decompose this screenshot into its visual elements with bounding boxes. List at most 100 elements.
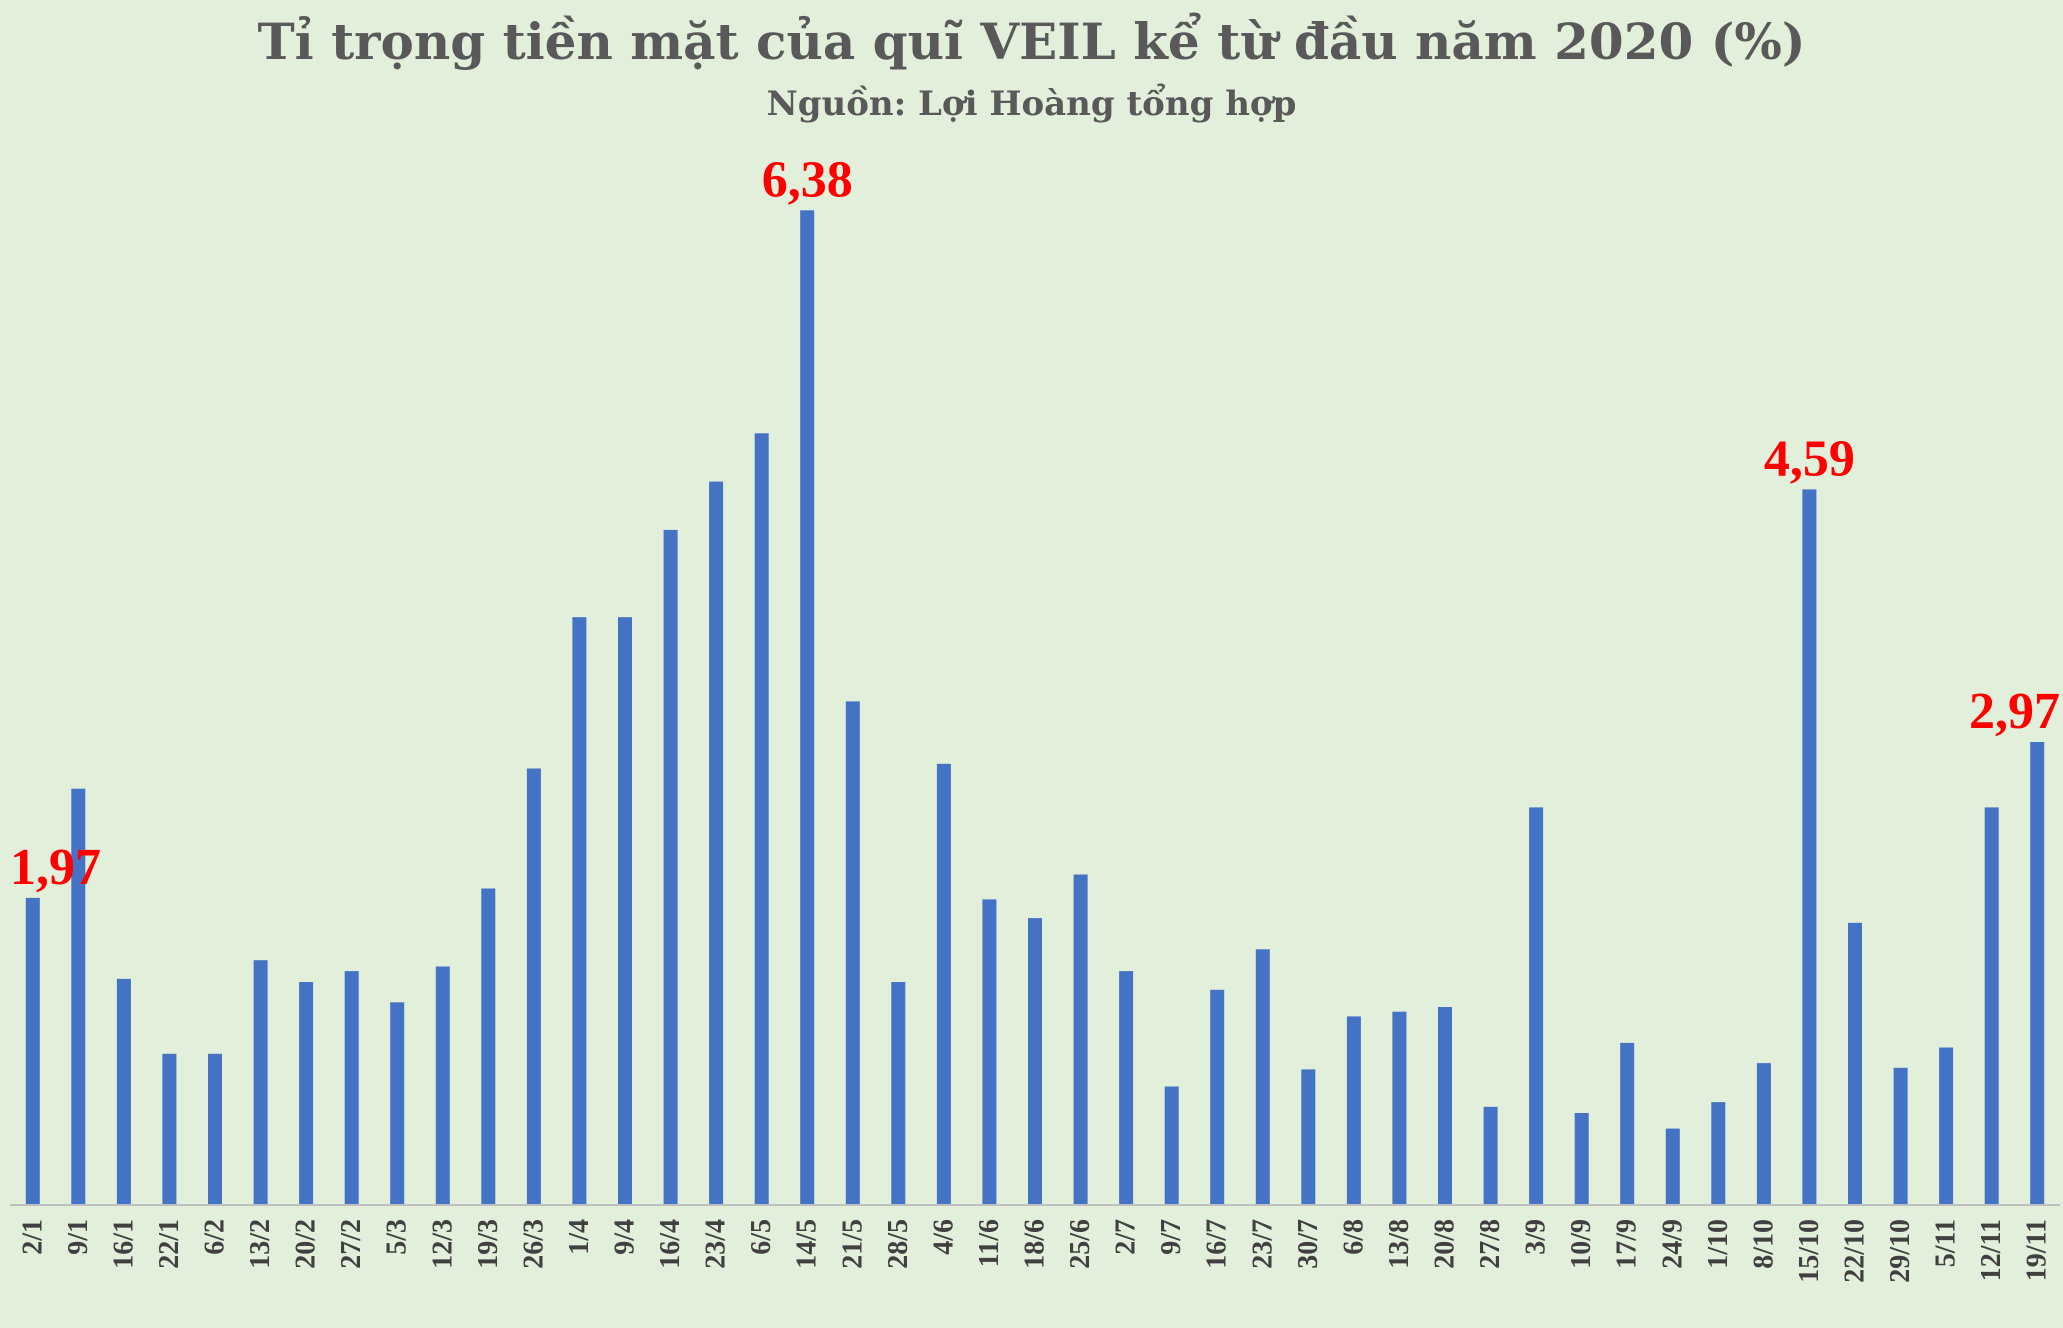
data-label-19-11: 2,97: [1969, 683, 2060, 740]
bar-12-3: [435, 966, 450, 1205]
x-tick-label: 12/3: [427, 1219, 458, 1269]
x-tick-label: 23/7: [1247, 1219, 1278, 1269]
x-tick-label: 30/7: [1293, 1219, 1324, 1269]
x-tick-label: 1/10: [1703, 1219, 1734, 1269]
x-tick-label: 15/10: [1794, 1219, 1825, 1283]
x-tick-label: 9/1: [63, 1219, 94, 1255]
x-tick-label: 20/8: [1430, 1219, 1461, 1269]
bar-1-4: [572, 617, 587, 1205]
x-tick-label: 16/1: [108, 1219, 139, 1269]
bar-28-5: [891, 982, 906, 1205]
bar-27-2: [344, 971, 359, 1205]
x-tick-label: 19/3: [473, 1219, 504, 1269]
data-label-14-5: 6,38: [762, 151, 853, 208]
bar-5-11: [1939, 1047, 1954, 1205]
x-tick-label: 4/6: [928, 1219, 959, 1255]
x-tick-label: 11/6: [974, 1219, 1005, 1267]
bar-10-9: [1574, 1113, 1589, 1205]
x-tick-label: 2/7: [1111, 1219, 1142, 1255]
bar-5-3: [390, 1002, 405, 1205]
x-tick-label: 26/3: [518, 1219, 549, 1269]
bar-23-4: [709, 481, 724, 1206]
x-tick-label: 16/4: [655, 1219, 686, 1269]
bar-17-9: [1620, 1042, 1635, 1205]
x-tick-label: 9/7: [1156, 1219, 1187, 1255]
x-tick-label: 23/4: [701, 1219, 732, 1269]
bar-14-5: [800, 210, 815, 1206]
bar-26-3: [526, 768, 541, 1205]
bar-11-6: [982, 899, 997, 1205]
x-tick-label: 18/6: [1020, 1219, 1051, 1269]
x-tick-label: 13/8: [1384, 1219, 1415, 1269]
bar-21-5: [845, 701, 860, 1205]
x-tick-label: 22/1: [154, 1219, 185, 1269]
bar-9-4: [618, 617, 632, 1205]
x-tick-label: 24/9: [1657, 1219, 1688, 1269]
x-tick-label: 22/10: [1840, 1219, 1871, 1283]
bar-2-7: [1119, 971, 1134, 1205]
data-label-15-10: 4,59: [1764, 430, 1855, 487]
x-tick-label: 1/4: [564, 1219, 595, 1255]
x-tick-label: 28/5: [883, 1219, 914, 1269]
data-label-2-1: 1,97: [10, 839, 101, 896]
x-tick-label: 6/2: [200, 1219, 231, 1255]
x-tick-label: 12/11: [1976, 1219, 2007, 1281]
bar-30-7: [1301, 1069, 1316, 1205]
bar-16-7: [1210, 989, 1225, 1205]
x-tick-label: 10/9: [1566, 1219, 1597, 1269]
bar-20-8: [1438, 1007, 1452, 1205]
bar-16-1: [116, 978, 131, 1205]
data-labels: 1,97 6,38 4,59 2,97: [10, 151, 2060, 896]
x-tick-label: 20/2: [291, 1219, 322, 1269]
x-tick-label: 6/5: [746, 1219, 777, 1255]
chart-title: Tỉ trọng tiền mặt của quĩ VEIL kể từ đầu…: [257, 12, 1806, 71]
bar-16-4: [663, 529, 678, 1205]
x-tick-label: 27/2: [336, 1219, 367, 1269]
x-tick-label: 17/9: [1612, 1219, 1643, 1269]
bar-4-6: [936, 763, 951, 1205]
bar-19-3: [481, 888, 496, 1205]
x-tick-labels: 2/1 9/1 16/1 22/1 6/2 13/2 20/2 27/2 5/3 12/3 19/3…: [17, 1219, 2052, 1283]
x-tick-label: 29/10: [1885, 1219, 1916, 1283]
bar-19-11: [2030, 742, 2045, 1206]
x-tick-label: 19/11: [2022, 1219, 2053, 1281]
x-tick-label: 2/1: [17, 1219, 48, 1255]
x-tick-label: 13/2: [245, 1219, 276, 1269]
x-tick-label: 9/4: [610, 1219, 641, 1255]
x-tick-label: 5/11: [1931, 1219, 1962, 1267]
x-tick-label: 25/6: [1065, 1219, 1096, 1269]
x-tick-label: 5/3: [382, 1219, 413, 1255]
bar-20-2: [299, 982, 314, 1205]
bar-24-9: [1665, 1128, 1680, 1205]
bar-29-10: [1893, 1067, 1908, 1205]
bar-9-7: [1164, 1086, 1179, 1205]
bar-8-10: [1756, 1063, 1771, 1205]
bar-2-1: [25, 897, 40, 1205]
bar-23-7: [1255, 949, 1270, 1205]
x-tick-label: 6/8: [1338, 1219, 1369, 1255]
bar-22-1: [162, 1053, 177, 1205]
bar-25-6: [1073, 874, 1088, 1205]
x-tick-label: 14/5: [792, 1219, 823, 1269]
x-tick-label: 3/9: [1521, 1219, 1552, 1255]
bar-6-2: [208, 1053, 222, 1205]
x-tick-label: 16/7: [1202, 1219, 1233, 1269]
bar-27-8: [1483, 1106, 1498, 1205]
bar-18-6: [1028, 918, 1042, 1205]
bar-13-8: [1392, 1011, 1407, 1205]
bar-6-5: [754, 433, 769, 1206]
x-tick-label: 8/10: [1748, 1219, 1779, 1269]
x-tick-label: 21/5: [837, 1219, 868, 1269]
chart-subtitle: Nguồn: Lợi Hoàng tổng hợp: [766, 84, 1297, 124]
bar-12-11: [1984, 807, 1999, 1205]
bar-1-10: [1711, 1102, 1726, 1205]
bar-13-2: [253, 960, 268, 1205]
bar-15-10: [1802, 489, 1817, 1205]
bar-22-10: [1848, 922, 1862, 1205]
bars-layer: [25, 210, 2045, 1206]
bar-9-1: [71, 788, 86, 1205]
bar-6-8: [1346, 1016, 1361, 1205]
x-tick-label: 27/8: [1475, 1219, 1506, 1269]
bar-3-9: [1529, 807, 1544, 1205]
